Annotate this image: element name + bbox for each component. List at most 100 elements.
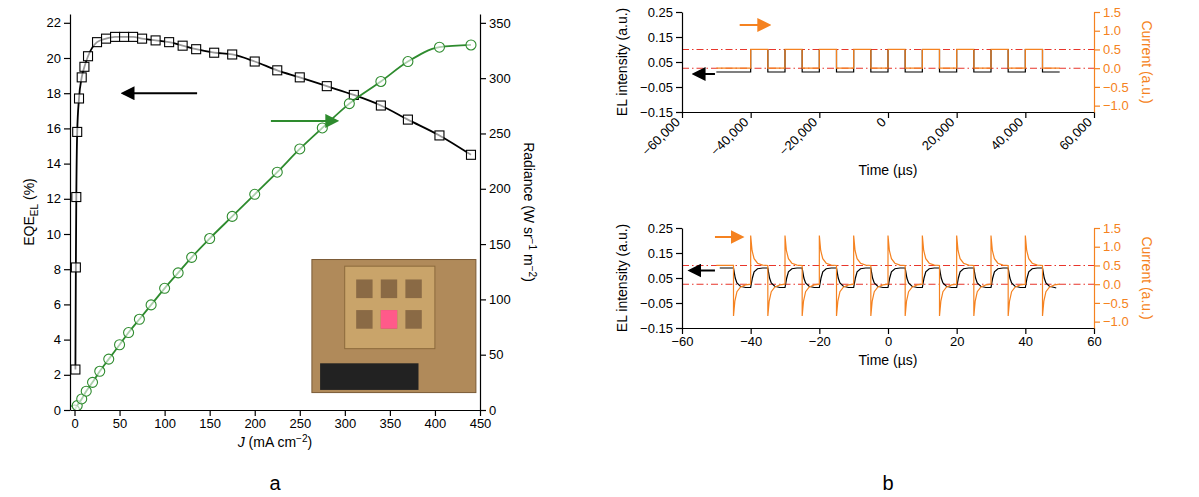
tick-mark bbox=[676, 37, 682, 38]
tick-mark bbox=[119, 410, 120, 416]
tick: 40,000 bbox=[987, 112, 1026, 153]
tick: 400 bbox=[425, 410, 447, 431]
tick: 0.5 bbox=[1094, 258, 1121, 273]
data-point bbox=[173, 268, 183, 278]
tick-label: 12 bbox=[47, 191, 61, 206]
data-point bbox=[71, 263, 80, 272]
tick-mark bbox=[64, 234, 70, 235]
tick-label: 10 bbox=[47, 227, 61, 242]
data-point bbox=[102, 34, 111, 43]
tick-label: 16 bbox=[47, 121, 61, 136]
data-point bbox=[165, 38, 174, 47]
tick-mark bbox=[480, 78, 486, 79]
tick-mark bbox=[1094, 12, 1100, 13]
data-point bbox=[151, 36, 160, 45]
tick: 50 bbox=[480, 347, 503, 362]
tick-label: 0 bbox=[885, 334, 892, 349]
series-line bbox=[716, 49, 1059, 68]
inset-holder bbox=[320, 363, 418, 390]
tick: 1.5 bbox=[1094, 5, 1121, 20]
tick-mark bbox=[676, 62, 682, 63]
data-point bbox=[466, 40, 476, 50]
inset-pixel bbox=[356, 279, 372, 298]
tick-mark bbox=[64, 164, 70, 165]
tick-mark bbox=[751, 328, 752, 334]
data-point bbox=[295, 73, 304, 82]
y-axis-title: EQEEL (%) bbox=[21, 178, 40, 246]
inset-pixel bbox=[381, 310, 397, 329]
tick-label: 0.15 bbox=[648, 30, 673, 45]
inset-background bbox=[312, 260, 476, 393]
plot-area bbox=[682, 49, 1094, 72]
axis-line bbox=[682, 13, 683, 113]
tick-label: −40 bbox=[740, 334, 762, 349]
tick-mark bbox=[888, 328, 889, 334]
tick: −40 bbox=[740, 328, 762, 349]
data-point bbox=[187, 252, 197, 262]
tick: 0.05 bbox=[648, 271, 682, 286]
chart-panel: −60−40−200204060−0.15−0.050.050.150.25−1… bbox=[614, 221, 1154, 369]
tick-mark bbox=[64, 375, 70, 376]
tick-label: 0.25 bbox=[648, 5, 673, 20]
tick-label: 14 bbox=[47, 156, 61, 171]
tick-mark bbox=[676, 112, 682, 113]
tick-mark bbox=[64, 304, 70, 305]
data-point bbox=[146, 300, 156, 310]
y-axis-title: EL intensity (a.u.) bbox=[614, 224, 630, 332]
tick-mark bbox=[1025, 112, 1026, 118]
tick-mark bbox=[676, 328, 682, 329]
tick-mark bbox=[390, 410, 391, 416]
plot-area bbox=[682, 235, 1094, 316]
tick-label: 50 bbox=[489, 347, 503, 362]
tick-label: 22 bbox=[47, 15, 61, 30]
figure: 0501001502002503003504004500246810121416… bbox=[0, 0, 1199, 497]
tick-label: 20 bbox=[47, 51, 61, 66]
data-point bbox=[210, 48, 219, 57]
tick-mark bbox=[64, 93, 70, 94]
tick-mark bbox=[64, 128, 70, 129]
tick-label: 200 bbox=[489, 181, 511, 196]
tick: 0.05 bbox=[648, 55, 682, 70]
tick-label: 100 bbox=[154, 416, 176, 431]
panel-label: a bbox=[269, 472, 281, 494]
tick: 350 bbox=[480, 16, 511, 31]
data-point bbox=[124, 328, 134, 338]
tick: 0.15 bbox=[648, 246, 682, 261]
data-point bbox=[178, 41, 187, 50]
tick-mark bbox=[64, 269, 70, 270]
tick-label: 350 bbox=[380, 416, 402, 431]
axis-indicator-arrow bbox=[271, 120, 337, 122]
y2-axis-title: Current (a.u.) bbox=[1139, 20, 1155, 103]
tick: 0.15 bbox=[648, 30, 682, 45]
inset-pixel bbox=[381, 279, 397, 298]
tick-mark bbox=[1094, 265, 1100, 266]
tick-label: 0 bbox=[71, 416, 78, 431]
tick-label: 2 bbox=[54, 367, 61, 382]
inset-pixel bbox=[405, 310, 421, 329]
data-point bbox=[205, 234, 215, 244]
tick-mark bbox=[1094, 247, 1100, 248]
tick-label: 20 bbox=[950, 334, 964, 349]
tick: 0.25 bbox=[648, 5, 682, 20]
tick-mark bbox=[480, 355, 486, 356]
tick-label: 6 bbox=[54, 297, 61, 312]
tick-mark bbox=[74, 410, 75, 416]
tick: −0.15 bbox=[640, 105, 682, 120]
tick: 0 bbox=[71, 410, 78, 431]
tick-label: 150 bbox=[199, 416, 221, 431]
data-point bbox=[93, 38, 102, 47]
y-axis: −0.15−0.050.050.150.25 bbox=[640, 221, 682, 336]
tick-mark bbox=[165, 410, 166, 416]
y2-axis-title: Radiance (W sr−1 m−2) bbox=[521, 142, 539, 282]
data-point bbox=[111, 32, 120, 41]
tick-mark bbox=[480, 244, 486, 245]
tick: −0.5 bbox=[1094, 80, 1129, 95]
tick: −0.15 bbox=[640, 321, 682, 336]
tick: 0 bbox=[480, 403, 496, 418]
axis-indicator-arrow bbox=[694, 73, 715, 75]
tick-label: −40,000 bbox=[707, 115, 751, 159]
y-axis-title: EL intensity (a.u.) bbox=[614, 8, 630, 116]
tick: −1.0 bbox=[1094, 314, 1129, 329]
axis-line bbox=[70, 15, 71, 411]
tick: 0.0 bbox=[1094, 61, 1121, 76]
